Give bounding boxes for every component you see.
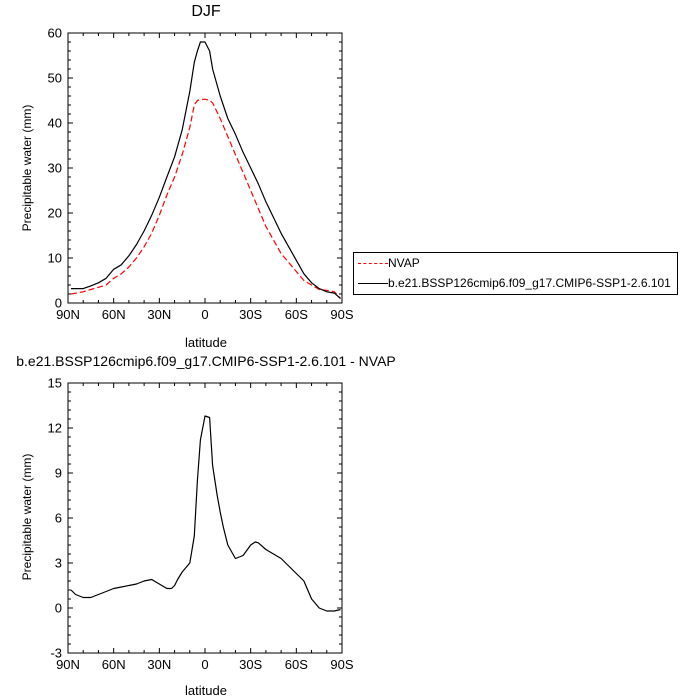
legend-label-model: b.e21.BSSP126cmip6.f09_g17.CMIP6-SSP1-2.…	[388, 276, 671, 290]
bottom-chart: 90N 60N 30N 0 30S 60S 90S -3 0 3 6 9 12 15	[48, 376, 354, 673]
top-chart-y-tick-label: 40	[48, 116, 62, 131]
bottom-chart-title: b.e21.BSSP126cmip6.f09_g17.CMIP6-SSP1-2.…	[16, 353, 396, 369]
bottom-chart-x-axis-label: latitude	[185, 683, 227, 698]
top-chart-y-tick-label: 50	[48, 71, 62, 86]
bottom-chart-y-tick-label: 3	[55, 556, 62, 571]
bottom-chart-series-line-0	[70, 415, 341, 612]
bottom-chart-y-tick-label: 12	[48, 421, 62, 436]
top-chart-x-tick-label: 90N	[56, 307, 80, 322]
top-chart-plot-frame	[67, 32, 343, 304]
bottom-chart-y-tick-label: -3	[50, 646, 62, 661]
bottom-chart-x-tick-label: 90S	[330, 657, 353, 672]
top-chart-series-line-0	[70, 98, 341, 299]
bottom-chart-y-tick-label: 6	[55, 511, 62, 526]
bottom-chart-x-tick-label: 30N	[147, 657, 171, 672]
top-chart-x-tick-label: 60S	[285, 307, 308, 322]
top-chart: 90N 60N 30N 0 30S 60S 90S 0 10 20 30 40 50 60	[48, 26, 354, 323]
bottom-chart-y-axis-label: Precipitable water (mm)	[20, 454, 34, 581]
legend-swatch-nvap	[358, 263, 388, 264]
top-chart-x-tick-label: 0	[201, 307, 208, 322]
legend-item-nvap: NVAP	[354, 254, 677, 274]
bottom-chart-x-tick-label: 0	[201, 657, 208, 672]
top-chart-x-tick-label: 30S	[239, 307, 262, 322]
legend-label-nvap: NVAP	[388, 256, 420, 270]
top-chart-y-tick-label: 30	[48, 161, 62, 176]
top-chart-series-line-1	[71, 41, 341, 299]
top-chart-y-tick-label: 10	[48, 251, 62, 266]
top-chart-legend: NVAP b.e21.BSSP126cmip6.f09_g17.CMIP6-SS…	[353, 252, 678, 295]
bottom-chart-x-tick-label: 30S	[239, 657, 262, 672]
top-chart-y-axis-label: Precipitable water (mm)	[20, 105, 34, 232]
top-chart-y-tick-label: 0	[55, 296, 62, 311]
bottom-chart-x-tick-label: 60N	[102, 657, 126, 672]
legend-swatch-model	[358, 283, 388, 284]
bottom-chart-y-tick-label: 9	[55, 466, 62, 481]
top-chart-x-tick-label: 30N	[147, 307, 171, 322]
top-chart-y-tick-label: 20	[48, 206, 62, 221]
top-chart-x-tick-label: 60N	[102, 307, 126, 322]
top-chart-x-tick-label: 90S	[330, 307, 353, 322]
bottom-chart-y-tick-label: 0	[55, 601, 62, 616]
top-chart-x-axis-label: latitude	[185, 335, 227, 350]
top-chart-title: DJF	[191, 3, 221, 20]
bottom-chart-y-tick-label: 15	[48, 376, 62, 391]
bottom-chart-x-tick-label: 90N	[56, 657, 80, 672]
bottom-chart-x-tick-label: 60S	[285, 657, 308, 672]
top-chart-y-tick-label: 60	[48, 26, 62, 41]
legend-item-model: b.e21.BSSP126cmip6.f09_g17.CMIP6-SSP1-2.…	[354, 274, 677, 294]
bottom-chart-plot-frame	[67, 382, 343, 654]
